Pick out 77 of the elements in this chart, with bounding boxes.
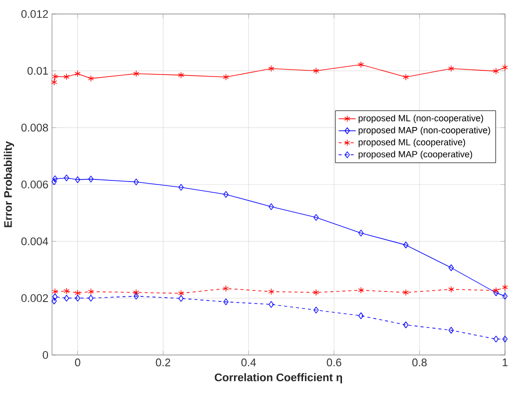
point xyxy=(448,264,454,272)
point xyxy=(52,298,57,304)
y-tick-label: 0.004 xyxy=(21,237,48,246)
point xyxy=(133,289,140,296)
point xyxy=(448,286,454,293)
point xyxy=(223,191,229,198)
y-axis-title: Error Probability xyxy=(4,141,14,228)
point xyxy=(74,290,81,296)
point xyxy=(52,288,58,295)
y-tick-label: 0.002 xyxy=(21,294,48,302)
y-tick-label: 0 xyxy=(42,351,48,359)
point xyxy=(178,295,184,302)
legend-label: proposed MAP (cooperative) xyxy=(358,150,472,160)
point xyxy=(314,214,319,221)
point xyxy=(314,306,319,314)
point xyxy=(502,284,508,291)
point xyxy=(502,64,508,71)
x-axis-title: Correlation Coefficient η xyxy=(214,373,342,384)
y-tick-label: 0.006 xyxy=(21,180,48,188)
point xyxy=(402,74,409,80)
point xyxy=(64,288,70,294)
legend-label: proposed ML (cooperative) xyxy=(358,138,466,148)
point xyxy=(502,292,508,300)
point xyxy=(403,322,408,328)
point xyxy=(493,68,499,74)
point xyxy=(268,288,274,295)
legend-label: proposed ML (non-cooperative) xyxy=(358,114,484,124)
point xyxy=(268,203,274,210)
point xyxy=(448,65,454,72)
point xyxy=(313,67,320,74)
point xyxy=(313,289,320,296)
x-tick-label: 0.6 xyxy=(326,358,342,366)
point xyxy=(358,230,364,236)
point xyxy=(448,326,454,334)
point xyxy=(502,336,508,342)
x-tick-label: 0.2 xyxy=(156,358,170,366)
point xyxy=(134,292,139,300)
point xyxy=(222,285,229,292)
point xyxy=(88,75,94,82)
point xyxy=(88,176,94,182)
point xyxy=(268,301,274,308)
x-tick-label: 0.4 xyxy=(241,358,256,366)
point xyxy=(134,178,139,186)
point xyxy=(493,336,499,342)
point xyxy=(74,70,81,78)
point xyxy=(223,298,229,306)
point xyxy=(133,70,140,78)
point xyxy=(178,72,184,78)
point xyxy=(75,294,80,302)
point xyxy=(358,286,364,294)
point xyxy=(88,288,94,295)
y-tick-label: 0.012 xyxy=(21,10,48,18)
y-tick-label: 0.01 xyxy=(27,66,48,75)
x-tick-label: 1 xyxy=(502,358,508,366)
point xyxy=(402,289,409,296)
point xyxy=(268,65,274,72)
point xyxy=(88,294,94,302)
point xyxy=(403,242,408,248)
point xyxy=(493,287,499,294)
point xyxy=(358,61,364,68)
point xyxy=(178,184,184,191)
x-tick-label: 0 xyxy=(75,358,80,366)
point xyxy=(75,176,80,184)
point xyxy=(222,74,229,80)
point xyxy=(64,294,70,302)
point xyxy=(52,73,58,80)
x-tick-label: 0.8 xyxy=(412,358,427,366)
point xyxy=(51,78,58,86)
point xyxy=(52,178,57,185)
point xyxy=(64,73,70,80)
point xyxy=(52,175,58,182)
point xyxy=(64,174,70,182)
y-tick-label: 0.008 xyxy=(21,124,48,132)
legend-label: proposed MAP (non-cooperative) xyxy=(358,126,490,136)
point xyxy=(52,293,58,300)
point xyxy=(358,312,364,320)
point xyxy=(178,290,184,297)
